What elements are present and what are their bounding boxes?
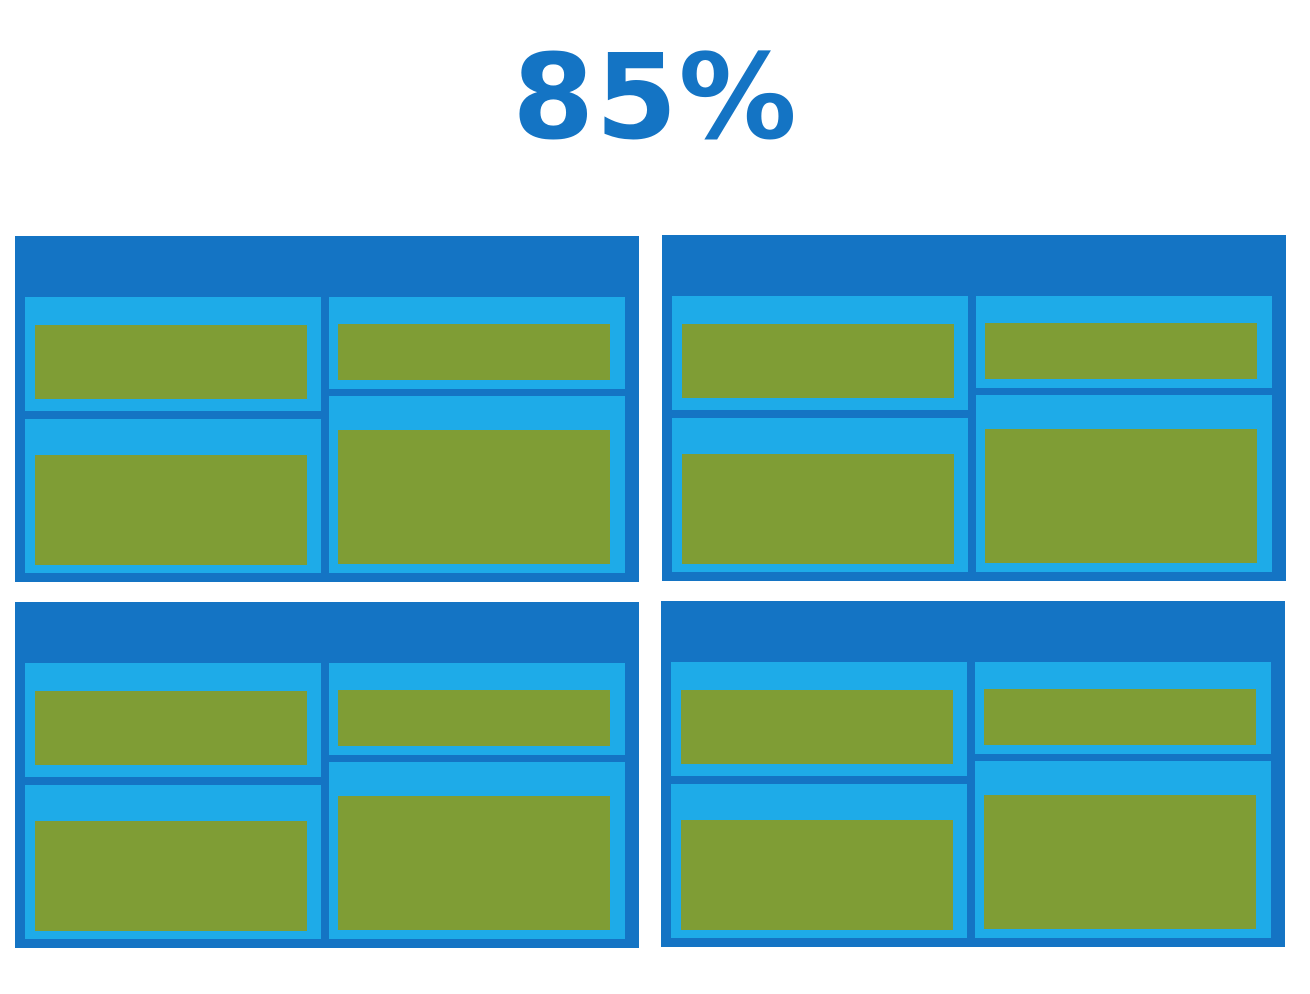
panel-top-left	[672, 296, 968, 410]
window-top-left	[15, 236, 639, 582]
content-block	[338, 430, 610, 564]
content-block	[35, 455, 307, 565]
window-bottom-left	[15, 602, 639, 948]
panel-bottom-left	[25, 785, 321, 939]
panel-bottom-right	[975, 761, 1271, 938]
content-block	[985, 323, 1257, 379]
panel-top-left	[25, 297, 321, 411]
panel-bottom-left	[25, 419, 321, 573]
percentage-headline: 85%	[512, 28, 798, 166]
panel-top-right	[975, 662, 1271, 754]
content-block	[984, 689, 1256, 745]
content-block	[35, 821, 307, 931]
panel-top-right	[329, 663, 625, 755]
panel-top-left	[671, 662, 967, 776]
panel-bottom-right	[329, 396, 625, 573]
content-block	[338, 324, 610, 380]
content-block	[35, 691, 307, 765]
content-block	[984, 795, 1256, 929]
window-titlebar	[15, 602, 639, 660]
window-titlebar	[15, 236, 639, 294]
content-block	[681, 820, 953, 930]
panel-top-left	[25, 663, 321, 777]
content-block	[682, 324, 954, 398]
window-top-right	[662, 235, 1286, 581]
panel-bottom-right	[976, 395, 1272, 572]
window-titlebar	[662, 235, 1286, 293]
panel-bottom-right	[329, 762, 625, 939]
panel-top-right	[976, 296, 1272, 388]
content-block	[682, 454, 954, 564]
window-titlebar	[661, 601, 1285, 659]
panel-bottom-left	[672, 418, 968, 572]
content-block	[338, 796, 610, 930]
content-block	[35, 325, 307, 399]
panel-top-right	[329, 297, 625, 389]
content-block	[338, 690, 610, 746]
content-block	[681, 690, 953, 764]
window-bottom-right	[661, 601, 1285, 947]
content-block	[985, 429, 1257, 563]
panel-bottom-left	[671, 784, 967, 938]
